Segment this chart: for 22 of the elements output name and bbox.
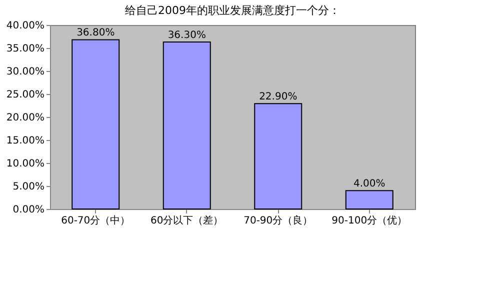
y-tick-label: 20.00% bbox=[6, 112, 44, 124]
bar bbox=[345, 190, 394, 210]
y-tick-label: 25.00% bbox=[6, 90, 44, 100]
data-label: 36.30% bbox=[168, 30, 206, 42]
bar bbox=[162, 42, 211, 210]
data-label: 36.80% bbox=[76, 28, 115, 39]
x-tick-label: 60分以下（差） bbox=[150, 214, 224, 226]
y-tick-label: 0.00% bbox=[12, 204, 44, 216]
x-tick-label: 70-90分（良） bbox=[244, 214, 313, 226]
x-tick-label: 90-100分（优） bbox=[332, 214, 408, 226]
bar bbox=[254, 103, 302, 210]
bar bbox=[72, 39, 120, 210]
y-tick-label: 40.00% bbox=[6, 20, 44, 32]
data-label: 4.00% bbox=[353, 178, 386, 190]
chart-title: 给自己2009年的职业发展满意度打一个分： bbox=[125, 4, 340, 17]
y-tick-label: 30.00% bbox=[6, 66, 44, 78]
y-tick-label: 10.00% bbox=[6, 158, 44, 170]
data-label: 22.90% bbox=[259, 92, 298, 103]
y-tick-label: 35.00% bbox=[6, 44, 44, 54]
x-tick-label: 60-70分（中） bbox=[61, 214, 130, 226]
y-tick-label: 5.00% bbox=[12, 182, 44, 192]
y-tick-label: 15.00% bbox=[6, 136, 44, 146]
